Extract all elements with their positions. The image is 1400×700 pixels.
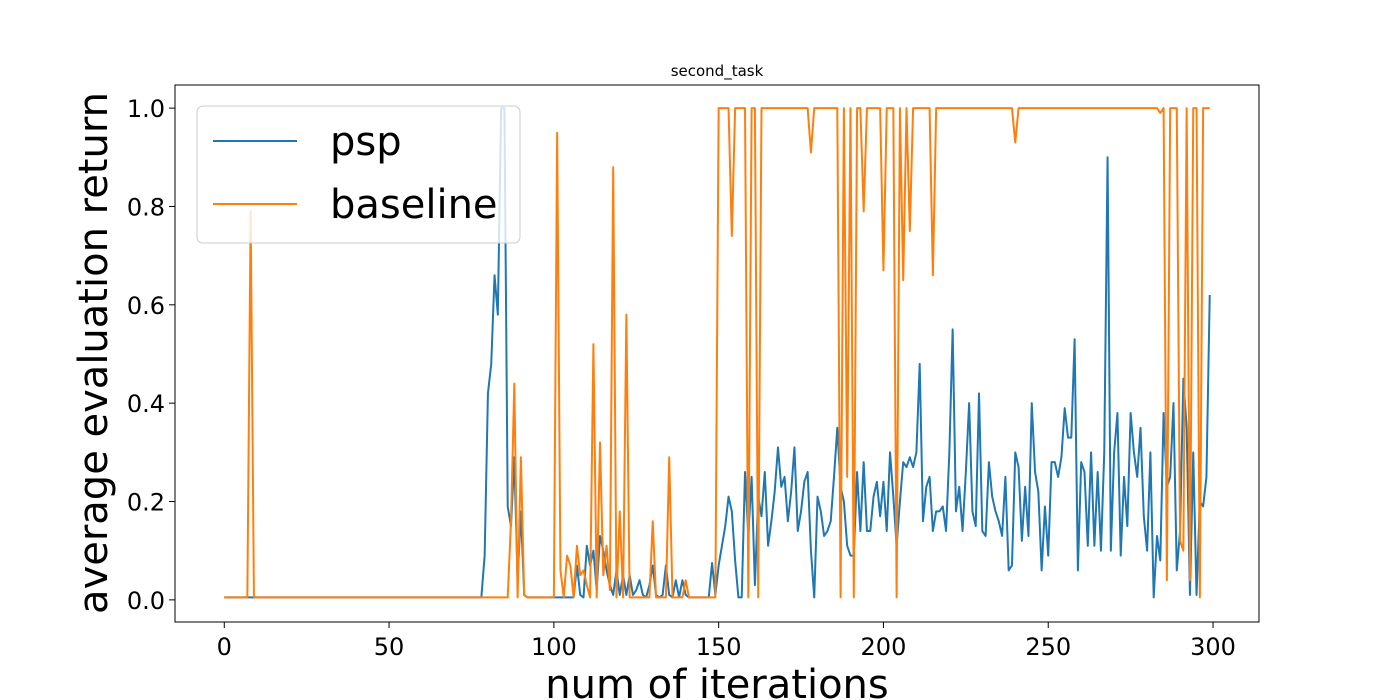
x-tick-label: 300 bbox=[1190, 633, 1236, 661]
x-tick-label: 200 bbox=[861, 633, 907, 661]
plot-frame bbox=[174, 84, 1260, 623]
y-tick-label: 0.2 bbox=[127, 489, 165, 517]
y-tick-label: 0.4 bbox=[127, 390, 165, 418]
x-tick-label: 150 bbox=[696, 633, 742, 661]
x-tick-label: 100 bbox=[531, 633, 577, 661]
y-axis-label: average evaluation return bbox=[71, 92, 117, 614]
x-tick-label: 50 bbox=[374, 633, 405, 661]
y-tick-label: 0.0 bbox=[127, 587, 165, 615]
x-tick-label: 250 bbox=[1025, 633, 1071, 661]
y-tick-label: 1.0 bbox=[127, 95, 165, 123]
legend-label: baseline bbox=[330, 182, 498, 228]
x-tick-label: 0 bbox=[217, 633, 232, 661]
x-axis-label: num of iterations bbox=[545, 662, 888, 700]
y-tick-label: 0.8 bbox=[127, 193, 165, 221]
y-tick-label: 0.6 bbox=[127, 292, 165, 320]
legend-label: psp bbox=[330, 119, 402, 165]
line-series bbox=[224, 107, 1210, 599]
chart-title: second_task bbox=[671, 62, 764, 81]
